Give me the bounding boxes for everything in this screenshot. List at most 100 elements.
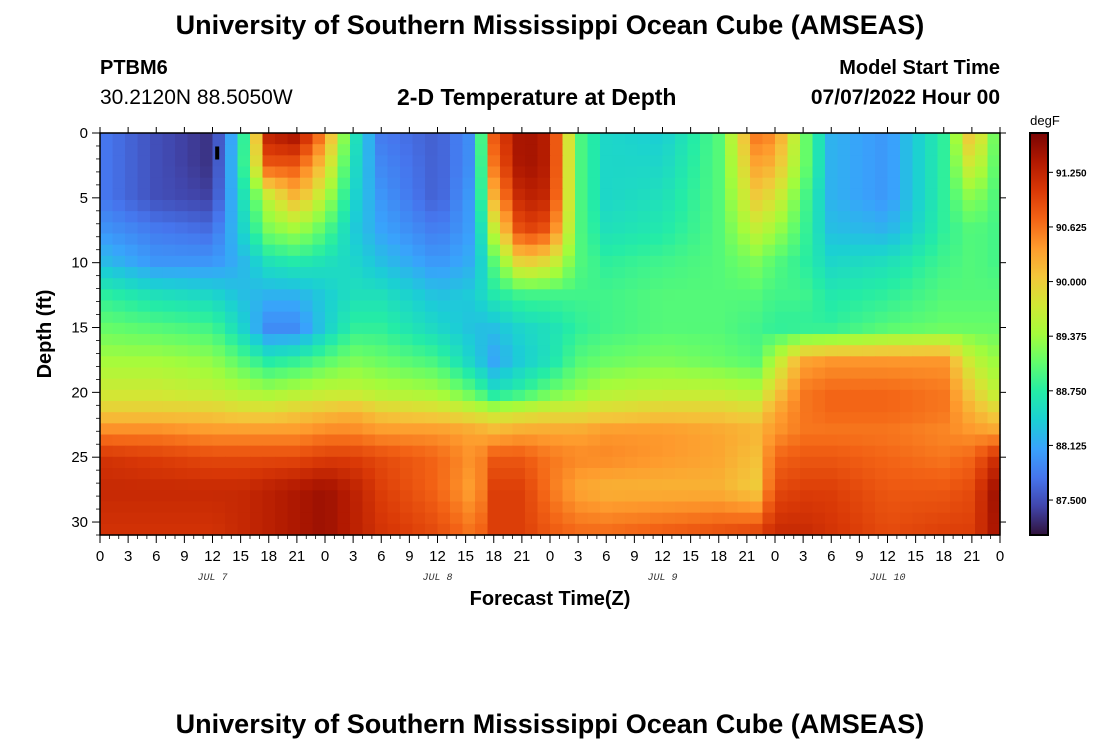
heatmap-cell [862,378,876,391]
heatmap-cell [687,512,701,525]
x-tick-label: 12 [654,548,671,565]
heatmap-cell [450,222,464,235]
heatmap-cell [700,401,714,413]
heatmap-cell [337,144,351,156]
heatmap-cell [387,401,401,413]
heatmap-cell [312,300,326,313]
heatmap-cell [262,523,276,536]
heatmap-cell [612,244,626,257]
heatmap-cell [912,166,926,179]
heatmap-cell [250,311,264,324]
heatmap-cell [575,423,589,436]
heatmap-cell [900,300,914,313]
heatmap-cell [912,334,926,346]
heatmap-cell [675,200,689,212]
heatmap-cell [900,501,914,514]
heatmap-cell [975,222,989,235]
heatmap-cell [200,479,214,491]
heatmap-cell [387,412,401,424]
heatmap-cell [512,177,526,190]
heatmap-cell [537,267,551,279]
heatmap-cell [587,188,601,201]
heatmap-cell [262,512,276,525]
heatmap-cell [312,412,326,424]
heatmap-cell [975,389,989,402]
heatmap-cell [750,255,764,268]
heatmap-cell [862,356,876,369]
heatmap-cell [575,188,589,201]
heatmap-cell [562,267,576,279]
heatmap-cell [625,188,639,201]
heatmap-cell [812,177,826,190]
heatmap-cell [812,188,826,201]
heatmap-cell [800,501,814,514]
heatmap-cell [862,311,876,324]
heatmap-cell [687,523,701,536]
heatmap-cell [137,479,151,491]
heatmap-cell [500,512,514,525]
heatmap-cell [312,367,326,380]
heatmap-cell [650,345,664,357]
heatmap-cell [437,412,451,424]
heatmap-cell [175,177,189,190]
heatmap-cell [600,200,614,212]
heatmap-cell [175,222,189,235]
heatmap-cell [437,255,451,268]
heatmap-cell [437,334,451,346]
heatmap-cell [687,255,701,268]
heatmap-cell [362,401,376,413]
heatmap-cell [112,300,126,313]
heatmap-cell [650,144,664,156]
heatmap-cell [987,389,1001,402]
heatmap-cell [600,322,614,335]
heatmap-cell [100,144,114,156]
heatmap-cell [487,367,501,380]
heatmap-cell [412,289,426,302]
heatmap-cell [137,278,151,290]
heatmap-cell [787,166,801,179]
heatmap-cell [312,188,326,201]
heatmap-cell [725,244,739,257]
heatmap-cell [250,423,264,436]
heatmap-cell [237,267,251,279]
heatmap-cell [962,278,976,290]
heatmap-cell [175,523,189,536]
heatmap-cell [700,255,714,268]
heatmap-cell [350,456,364,469]
heatmap-cell [775,389,789,402]
heatmap-cell [425,367,439,380]
heatmap-cell [800,345,814,357]
heatmap-cell [275,155,289,168]
heatmap-cell [500,523,514,536]
heatmap-cell [875,434,889,447]
heatmap-cell [750,166,764,179]
heatmap-cell [225,177,239,190]
heatmap-cell [562,166,576,179]
heatmap-cell [987,177,1001,190]
heatmap-cell [825,133,839,145]
heatmap-cell [912,200,926,212]
heatmap-cell [225,523,239,536]
heatmap-cell [925,233,939,246]
heatmap-cell [962,166,976,179]
heatmap-cell [512,188,526,201]
heatmap-cell [287,177,301,190]
heatmap-cell [700,211,714,223]
heatmap-cell [262,345,276,357]
heatmap-cell [700,479,714,491]
heatmap-cell [162,334,176,346]
heatmap-cell [650,255,664,268]
heatmap-cell [800,278,814,290]
heatmap-cell [612,468,626,480]
heatmap-cell [550,334,564,346]
heatmap-cell [275,423,289,436]
heatmap-cell [312,468,326,480]
heatmap-cell [287,423,301,436]
heatmap-cell [775,300,789,313]
heatmap-cell [887,133,901,145]
heatmap-cell [962,188,976,201]
heatmap-cell [675,356,689,369]
heatmap-cell [912,289,926,302]
heatmap-cell [925,200,939,212]
heatmap-cell [537,200,551,212]
